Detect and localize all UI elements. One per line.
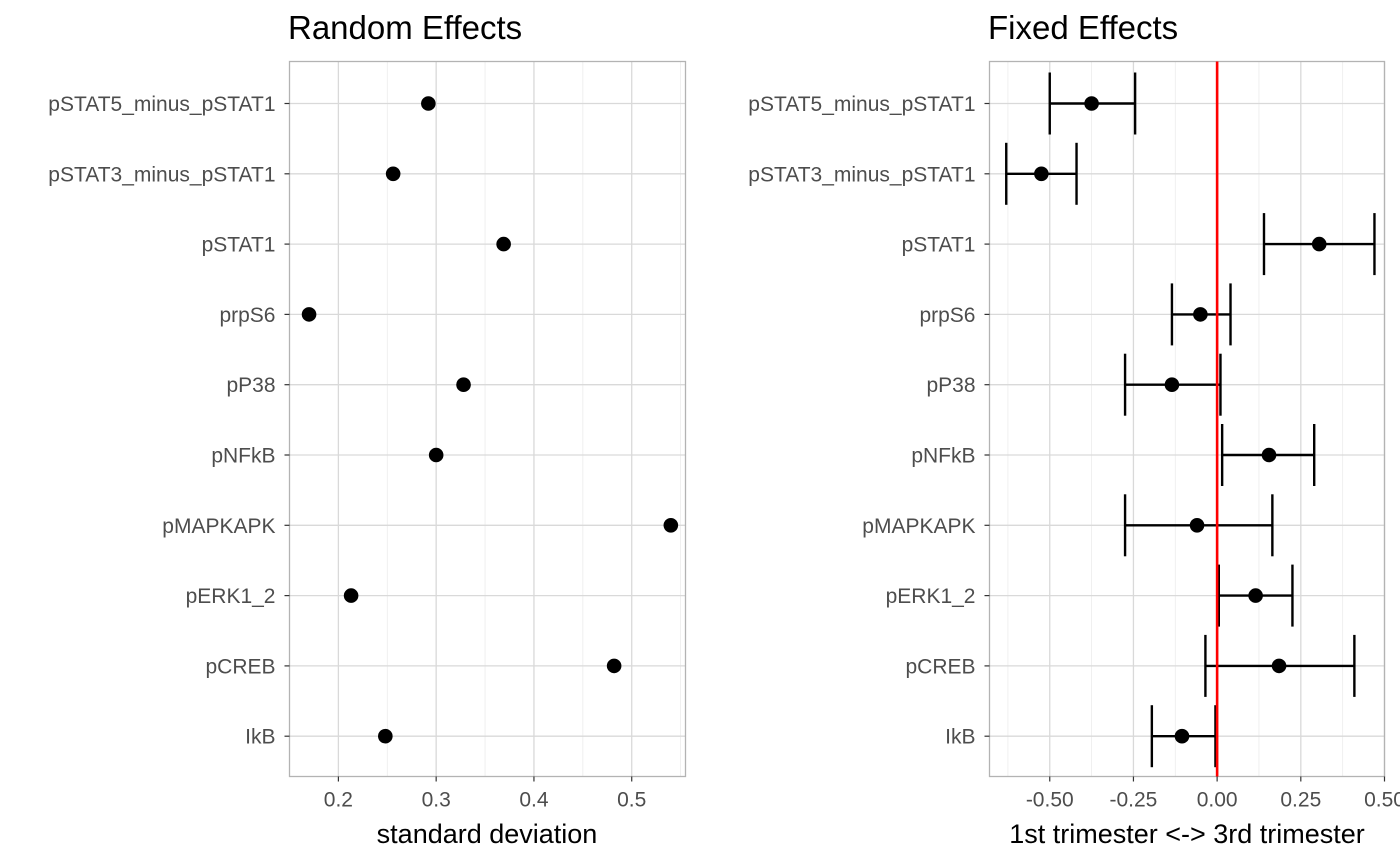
random-effects-point bbox=[496, 236, 511, 252]
random-effects-panel: Random Effects pSTAT5_minus_pSTAT1 pSTAT3… bbox=[48, 9, 687, 849]
fixed-effects-marks bbox=[1005, 61, 1376, 777]
fixed-effects-point bbox=[1034, 166, 1049, 182]
random-effects-marks bbox=[301, 96, 679, 744]
random-effects-point bbox=[663, 518, 679, 533]
fixed-effects-y-tick-label: pSTAT5_minus_pSTAT1 bbox=[748, 93, 975, 116]
fixed-effects-x-tick-label: 0.25 bbox=[1280, 789, 1321, 812]
random-effects-y-tick-label: pNFkB bbox=[211, 445, 275, 468]
fixed-effects-y-tick-label: pERK1_2 bbox=[886, 585, 976, 608]
fixed-effects-point bbox=[1261, 447, 1277, 463]
fixed-effects-x-axis-title: 1st trimester <-> 3rd trimester bbox=[1009, 819, 1365, 849]
random-effects-y-tick-label: IkB bbox=[245, 726, 275, 749]
random-effects-point bbox=[456, 377, 471, 393]
fixed-effects-point bbox=[1311, 236, 1327, 252]
random-effects-y-tick-label: pERK1_2 bbox=[186, 585, 276, 608]
random-effects-y-tick-label: pSTAT5_minus_pSTAT1 bbox=[48, 93, 275, 116]
random-effects-point bbox=[385, 166, 401, 182]
fixed-effects-point bbox=[1271, 658, 1287, 674]
fixed-effects-y-tick-label: pSTAT3_minus_pSTAT1 bbox=[748, 163, 975, 186]
fixed-effects-point bbox=[1164, 377, 1180, 393]
random-effects-y-tick-label: prpS6 bbox=[219, 304, 275, 327]
fixed-effects-y-tick-label: pCREB bbox=[905, 655, 975, 678]
random-effects-point bbox=[428, 447, 444, 463]
random-effects-point bbox=[378, 728, 393, 744]
random-effects-x-tick-label: 0.2 bbox=[324, 789, 353, 812]
random-effects-x-tick-label: 0.3 bbox=[422, 789, 451, 812]
random-effects-x-ticks: 0.2 0.3 0.4 0.5 bbox=[324, 776, 646, 812]
fixed-effects-y-tick-label: IkB bbox=[945, 726, 975, 749]
fixed-effects-point bbox=[1174, 728, 1190, 744]
random-effects-y-tick-label: pMAPKAPK bbox=[162, 515, 275, 538]
fixed-effects-y-tick-label: pMAPKAPK bbox=[862, 515, 975, 538]
random-effects-x-tick-label: 0.5 bbox=[617, 789, 646, 812]
random-effects-title: Random Effects bbox=[288, 9, 522, 46]
random-effects-y-tick-label: pSTAT1 bbox=[202, 234, 276, 257]
fixed-effects-title: Fixed Effects bbox=[988, 9, 1178, 46]
fixed-effects-panel: Fixed Effects pSTAT5_minus_pSTAT1 pSTAT3_… bbox=[748, 9, 1400, 849]
fixed-effects-x-tick-label: -0.50 bbox=[1026, 789, 1074, 812]
random-effects-y-tick-label: pP38 bbox=[226, 374, 275, 397]
fixed-effects-point bbox=[1248, 588, 1263, 603]
random-effects-point bbox=[301, 307, 317, 322]
random-effects-point bbox=[421, 96, 436, 111]
fixed-effects-grid bbox=[989, 61, 1386, 777]
random-effects-x-axis-title: standard deviation bbox=[377, 819, 598, 849]
random-effects-point bbox=[606, 658, 622, 674]
random-effects-y-tick-label: pSTAT3_minus_pSTAT1 bbox=[48, 163, 275, 186]
fixed-effects-x-tick-label: 0.50 bbox=[1364, 789, 1400, 812]
random-effects-grid bbox=[289, 61, 686, 777]
fixed-effects-x-tick-label: 0.00 bbox=[1197, 789, 1238, 812]
random-effects-y-tick-label: pCREB bbox=[205, 655, 275, 678]
fixed-effects-y-tick-label: prpS6 bbox=[919, 304, 975, 327]
fixed-effects-x-ticks: -0.50 -0.25 0.00 0.25 0.50 bbox=[1026, 776, 1400, 812]
fixed-effects-y-tick-label: pP38 bbox=[926, 374, 975, 397]
fixed-effects-point bbox=[1193, 307, 1208, 322]
fixed-effects-frame bbox=[988, 60, 1386, 778]
fixed-effects-point bbox=[1084, 96, 1099, 111]
random-effects-x-tick-label: 0.4 bbox=[519, 789, 549, 812]
fixed-effects-x-tick-label: -0.25 bbox=[1110, 789, 1158, 812]
fixed-effects-y-tick-label: pSTAT1 bbox=[902, 234, 976, 257]
random-effects-frame bbox=[288, 60, 687, 778]
fixed-effects-point bbox=[1189, 518, 1205, 533]
random-effects-point bbox=[343, 588, 359, 603]
random-effects-y-labels: pSTAT5_minus_pSTAT1 pSTAT3_minus_pSTAT1 pS… bbox=[48, 93, 290, 749]
fixed-effects-y-tick-label: pNFkB bbox=[911, 445, 975, 468]
fixed-effects-y-labels: pSTAT5_minus_pSTAT1 pSTAT3_minus_pSTAT1 pS… bbox=[748, 93, 990, 749]
